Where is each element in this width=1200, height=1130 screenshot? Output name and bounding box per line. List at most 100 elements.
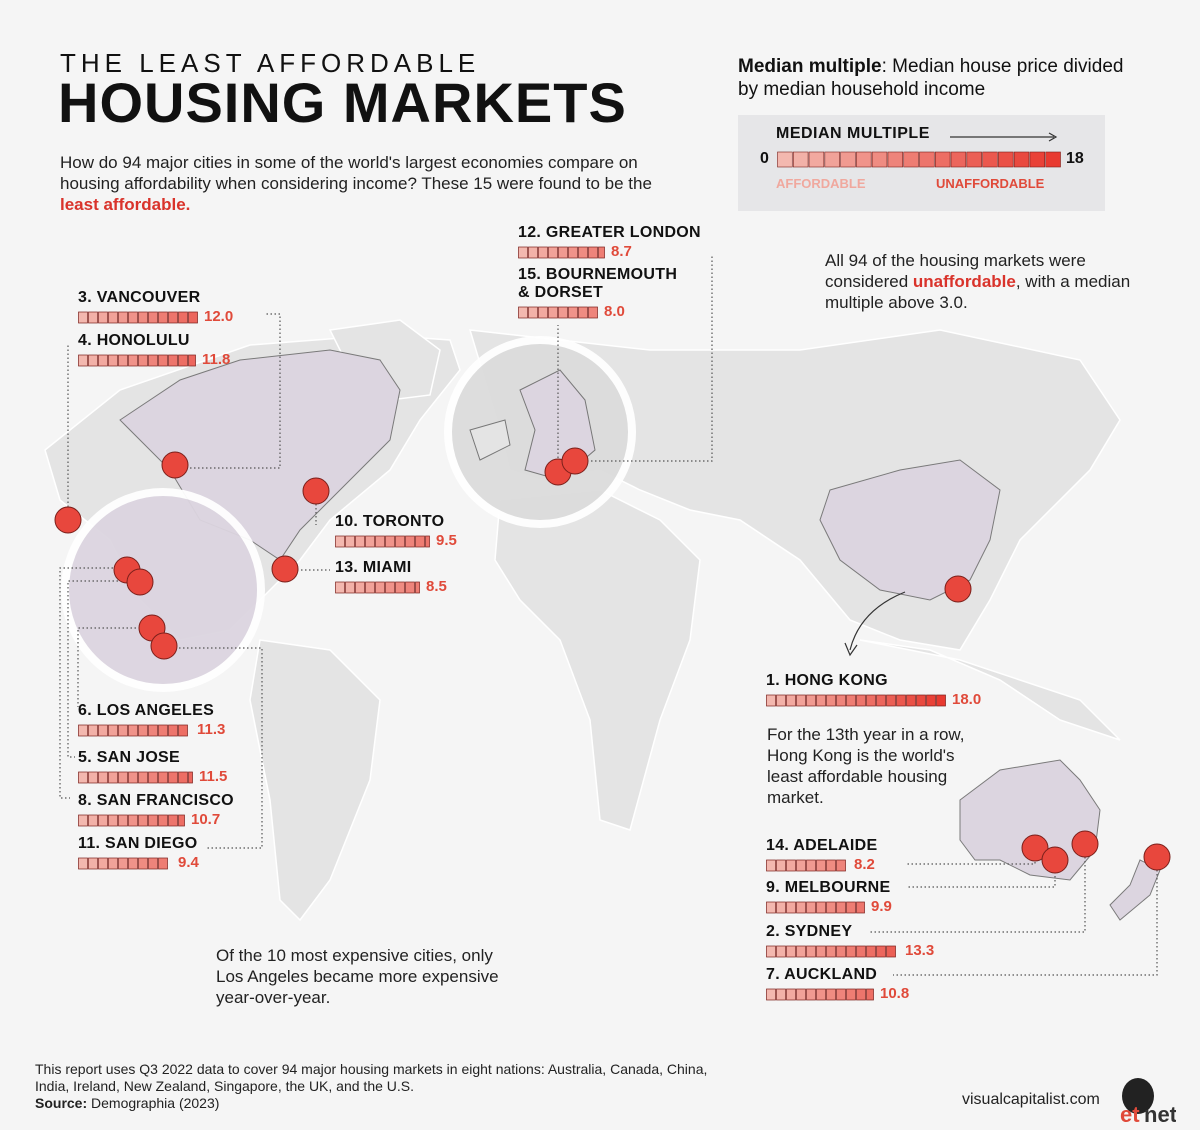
- bar-segment: [178, 724, 188, 737]
- bar-segment: [896, 694, 906, 707]
- bar-segment: [786, 988, 796, 1001]
- value-label-sydney: 13.3: [905, 942, 935, 959]
- bar-segment: [766, 945, 776, 958]
- note-all-94: All 94 of the housing markets were consi…: [825, 250, 1155, 313]
- bar-segment: [78, 771, 88, 784]
- legend-high-label: UNAFFORDABLE: [936, 176, 1045, 191]
- bar-segment: [528, 246, 538, 259]
- bar-segment: [158, 857, 168, 870]
- bar-segment: [138, 814, 148, 827]
- bar-segment: [826, 988, 836, 1001]
- marker-vancouver: [161, 451, 189, 479]
- bar-segment: [78, 724, 88, 737]
- bar-segment: [108, 814, 118, 827]
- bar-segment: [538, 246, 548, 259]
- bar-segment: [355, 581, 365, 594]
- bar-segment: [856, 988, 866, 1001]
- note-all-94-a: All 94 of the housing markets were consi…: [825, 251, 1086, 291]
- bar-segment: [128, 354, 138, 367]
- value-label-adelaide: 8.2: [854, 856, 875, 873]
- bar-segment: [108, 857, 118, 870]
- note-hong-kong: For the 13th year in a row, Hong Kong is…: [767, 725, 965, 807]
- value-label-san-diego: 9.4: [178, 854, 199, 871]
- bar-segment: [816, 901, 826, 914]
- bar-segment: [148, 354, 158, 367]
- legend-segment: [934, 151, 951, 168]
- bar-segment: [846, 694, 856, 707]
- bar-segment: [148, 724, 158, 737]
- value-label-auckland: 10.8: [880, 985, 910, 1002]
- bar-segment: [335, 535, 345, 548]
- bar-segment: [518, 306, 528, 319]
- bar-segment: [168, 771, 178, 784]
- value-label-los-angeles: 11.3: [197, 721, 226, 738]
- bar-segment: [375, 581, 385, 594]
- bar-segment: [78, 814, 88, 827]
- city-label-san-francisco: 8. SAN FRANCISCO: [78, 792, 234, 809]
- bar-segment: [425, 535, 430, 548]
- bar-segment: [558, 306, 568, 319]
- city-label-greater-london: 12. GREATER LONDON: [518, 224, 701, 241]
- bar-segment: [138, 311, 148, 324]
- legend-segment: [998, 151, 1014, 168]
- city-label-sydney: 2. SYDNEY: [766, 923, 853, 940]
- title-big: HOUSING MARKETS: [58, 71, 627, 134]
- legend-segment: [824, 151, 840, 168]
- bar-segment: [518, 246, 528, 259]
- bar-segment: [148, 857, 158, 870]
- bar-segment: [846, 901, 856, 914]
- bar-segment: [118, 857, 128, 870]
- bar-segment: [168, 311, 178, 324]
- bar-segment: [365, 581, 375, 594]
- china-highlight: [819, 459, 1001, 601]
- marker-toronto: [302, 477, 330, 505]
- legend-segment: [1029, 151, 1046, 168]
- bar-segment: [108, 771, 118, 784]
- bar-segment: [158, 771, 168, 784]
- bar-segment: [766, 859, 776, 872]
- value-label-vancouver: 12.0: [204, 308, 234, 325]
- bar-greater-london: [518, 246, 605, 259]
- legend-segment: [950, 151, 967, 168]
- bar-segment: [578, 306, 588, 319]
- bar-segment: [98, 857, 108, 870]
- bar-segment: [385, 581, 395, 594]
- bar-segment: [796, 988, 806, 1001]
- bar-segment: [178, 814, 185, 827]
- legend-segment: [1045, 151, 1061, 168]
- marker-melbourne: [1041, 846, 1069, 874]
- bar-segment: [548, 246, 558, 259]
- marker-miami: [271, 555, 299, 583]
- bar-segment: [415, 535, 425, 548]
- legend-segment: [903, 151, 919, 168]
- bar-segment: [786, 945, 796, 958]
- intro-highlight: least affordable.: [60, 195, 191, 214]
- bar-segment: [776, 859, 786, 872]
- bar-segment: [415, 581, 420, 594]
- legend-segment: [966, 151, 982, 168]
- city-label-san-diego: 11. SAN DIEGO: [78, 835, 198, 852]
- value-label-san-jose: 11.5: [199, 768, 228, 785]
- bar-segment: [128, 814, 138, 827]
- bar-miami: [335, 581, 420, 594]
- bar-segment: [866, 988, 874, 1001]
- legend-definition: Median multiple: Median house price divi…: [738, 55, 1138, 101]
- bar-segment: [906, 694, 916, 707]
- bar-segment: [846, 945, 856, 958]
- bar-segment: [796, 945, 806, 958]
- bar-segment: [836, 859, 846, 872]
- bar-segment: [528, 306, 538, 319]
- intro-body: How do 94 major cities in some of the wo…: [60, 153, 652, 193]
- bar-segment: [168, 354, 178, 367]
- bar-segment: [588, 306, 598, 319]
- bar-segment: [766, 988, 776, 1001]
- bar-segment: [88, 311, 98, 324]
- legend-segment: [792, 151, 809, 168]
- city-label-melbourne: 9. MELBOURNE: [766, 879, 891, 896]
- bar-segment: [806, 901, 816, 914]
- bar-segment: [395, 581, 405, 594]
- legend-segment: [808, 151, 825, 168]
- bar-segment: [886, 694, 896, 707]
- bar-segment: [98, 311, 108, 324]
